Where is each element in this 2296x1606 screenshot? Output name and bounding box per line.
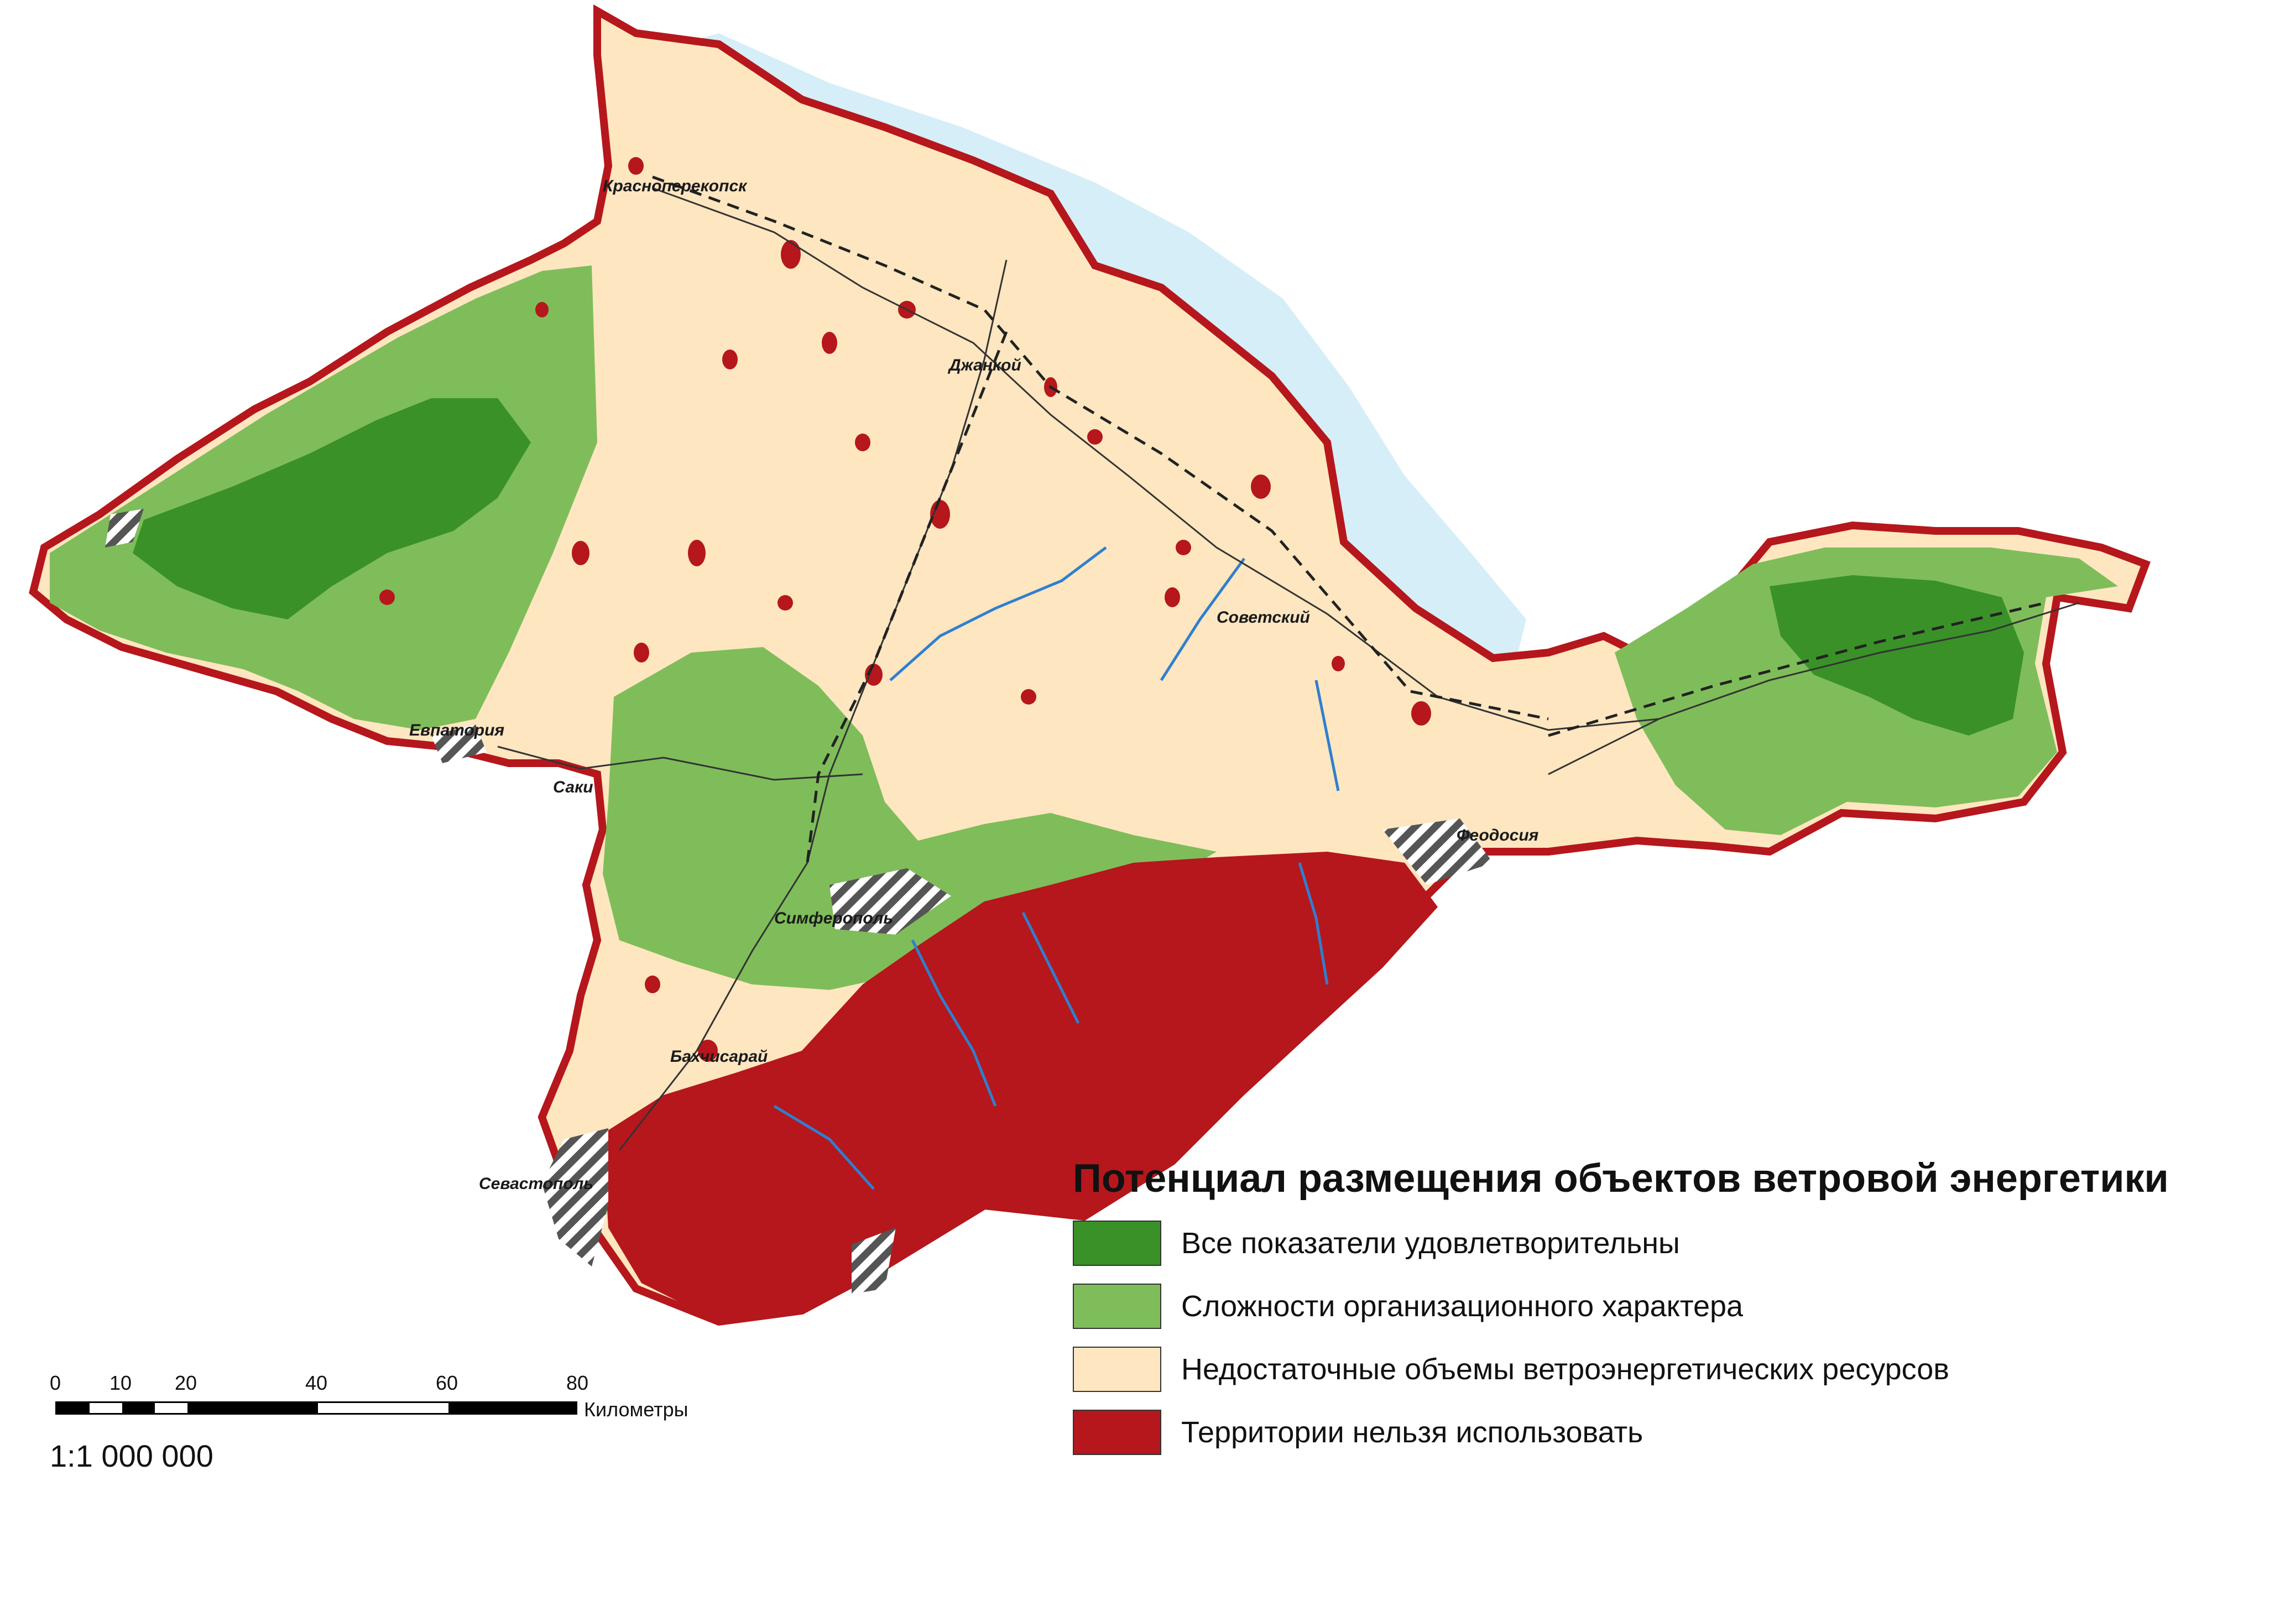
legend-item: Все показатели удовлетворительны: [1073, 1218, 2289, 1269]
city-label-evpatoria: Евпатория: [409, 721, 504, 739]
legend-swatch-dark-green: [1073, 1221, 1161, 1266]
city-label-saki: Саки: [553, 778, 593, 796]
legend-item: Сложности организационного характера: [1073, 1281, 2289, 1332]
city-labels: Красноперекопск Джанкой Советский Евпато…: [409, 177, 1539, 1193]
city-label-sevastopol: Севастополь: [479, 1175, 593, 1193]
zone-red-mountains: [603, 852, 1438, 1322]
scale-tick-label: 20: [174, 1372, 197, 1394]
scale-bar-graphic: [55, 1401, 577, 1415]
scale-tick-label: 60: [435, 1372, 458, 1394]
scale-unit-label: Километры: [584, 1398, 688, 1421]
legend-swatch-beige: [1073, 1347, 1161, 1392]
city-label-feodosia: Феодосия: [1457, 826, 1539, 844]
city-label-bakhchisaray: Бахчисарай: [670, 1047, 768, 1066]
legend-label: Сложности организационного характера: [1181, 1290, 1744, 1323]
scale-tick-label: 0: [49, 1372, 61, 1394]
city-label-sovetsky: Советский: [1217, 608, 1310, 627]
scale-tick-label: 40: [305, 1372, 328, 1394]
zone-dark-green-east: [1770, 575, 2024, 736]
legend-item: Недостаточные объемы ветроэнергетических…: [1073, 1344, 2289, 1395]
scale-bar: 0 10 20 40 60 80 Километры 1:1 000 000: [50, 1372, 769, 1482]
scale-ratio: 1:1 000 000: [50, 1438, 213, 1473]
legend-label: Территории нельзя использовать: [1181, 1416, 1643, 1449]
rivers: [773, 546, 1340, 1190]
urban-areas: [105, 509, 1493, 1294]
scale-tick-label: 10: [109, 1372, 132, 1394]
legend-swatch-light-green: [1073, 1284, 1161, 1329]
legend-title: Потенциал размещения объектов ветровой э…: [1073, 1156, 2169, 1201]
city-label-krasnoperekopsk: Красноперекопск: [603, 177, 748, 195]
city-label-dzhankoy: Джанкой: [947, 356, 1021, 374]
legend-swatch-red: [1073, 1410, 1161, 1455]
legend-item: Территории нельзя использовать: [1073, 1407, 2289, 1458]
legend-label: Все показатели удовлетворительны: [1181, 1227, 1680, 1260]
roads: [497, 187, 2080, 1151]
zone-dark-green-west: [133, 398, 531, 619]
scale-tick-label: 80: [566, 1372, 589, 1394]
railways: [652, 175, 2047, 863]
map-legend: Потенциал размещения объектов ветровой э…: [1073, 1156, 2289, 1470]
legend-label: Недостаточные объемы ветроэнергетических…: [1181, 1353, 1949, 1386]
city-label-simferopol: Симферополь: [774, 909, 893, 927]
